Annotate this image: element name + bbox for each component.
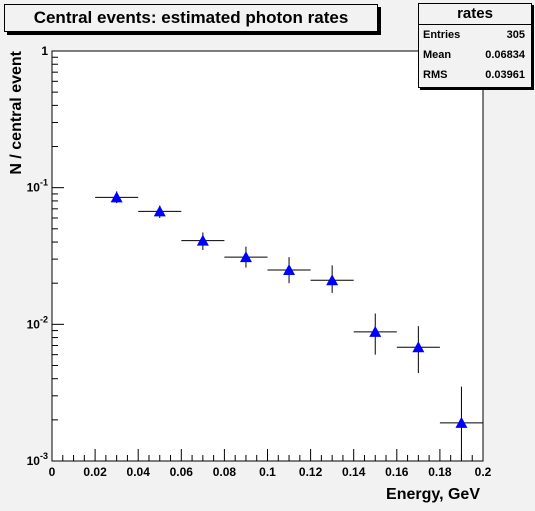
data-points	[95, 191, 483, 461]
stats-value: 0.03961	[485, 69, 525, 81]
stats-row-entries: Entries 305	[419, 25, 531, 45]
triangle-marker	[326, 274, 339, 286]
x-tick-label: 0.08	[213, 465, 237, 479]
triangle-marker	[110, 191, 123, 203]
y-tick-label: 1	[41, 44, 48, 58]
stats-label: Entries	[423, 29, 461, 41]
x-tick-label: 0.04	[127, 465, 151, 479]
data-point	[224, 246, 268, 268]
axes: 0 0.02 0.04 0.06 0.08 0.1 0.12 0.14 0.16 0.18 0.2 1…	[27, 44, 492, 479]
stats-box: rates Entries 305 Mean 0.06834 RMS 0.039…	[418, 3, 532, 88]
y-axis-label: N / central event	[8, 50, 25, 174]
stats-row-mean: Mean 0.06834	[419, 45, 531, 65]
triangle-marker	[369, 325, 382, 337]
x-tick-label: 0.12	[299, 465, 323, 479]
y-tick-label: 10-1	[27, 178, 48, 195]
y-tick-label: 10-3	[27, 451, 48, 468]
stats-label: Mean	[423, 49, 452, 61]
stats-label: RMS	[423, 69, 448, 81]
stats-value: 305	[506, 29, 525, 41]
data-point	[267, 257, 311, 284]
x-tick-label: 0.1	[259, 465, 276, 479]
plot-frame	[51, 50, 484, 462]
x-tick-label: 0	[49, 465, 56, 479]
triangle-marker	[239, 251, 252, 263]
data-point	[95, 191, 139, 204]
stats-row-rms: RMS 0.03961	[419, 65, 531, 85]
chart-title: Central events: estimated photon rates	[4, 4, 378, 32]
x-tick-label: 0.18	[428, 465, 452, 479]
x-tick-label: 0.16	[385, 465, 409, 479]
x-tick-label: 0.06	[170, 465, 194, 479]
triangle-marker	[153, 205, 166, 217]
x-axis-label: Energy, GeV	[386, 486, 480, 503]
x-tick-label: 0.2	[475, 465, 492, 479]
x-tick-label: 0.02	[83, 465, 107, 479]
data-point	[396, 326, 440, 374]
stats-title: rates	[419, 4, 531, 25]
triangle-marker	[283, 263, 296, 275]
triangle-marker	[412, 341, 425, 353]
triangle-marker	[455, 416, 468, 428]
x-tick-label: 0.14	[342, 465, 366, 479]
data-point	[439, 386, 483, 461]
data-point	[353, 313, 397, 355]
data-point	[310, 265, 354, 293]
stats-value: 0.06834	[485, 49, 525, 61]
data-point	[181, 232, 225, 250]
y-tick-label: 10-2	[27, 314, 48, 331]
data-point	[138, 205, 182, 218]
triangle-marker	[196, 234, 209, 246]
